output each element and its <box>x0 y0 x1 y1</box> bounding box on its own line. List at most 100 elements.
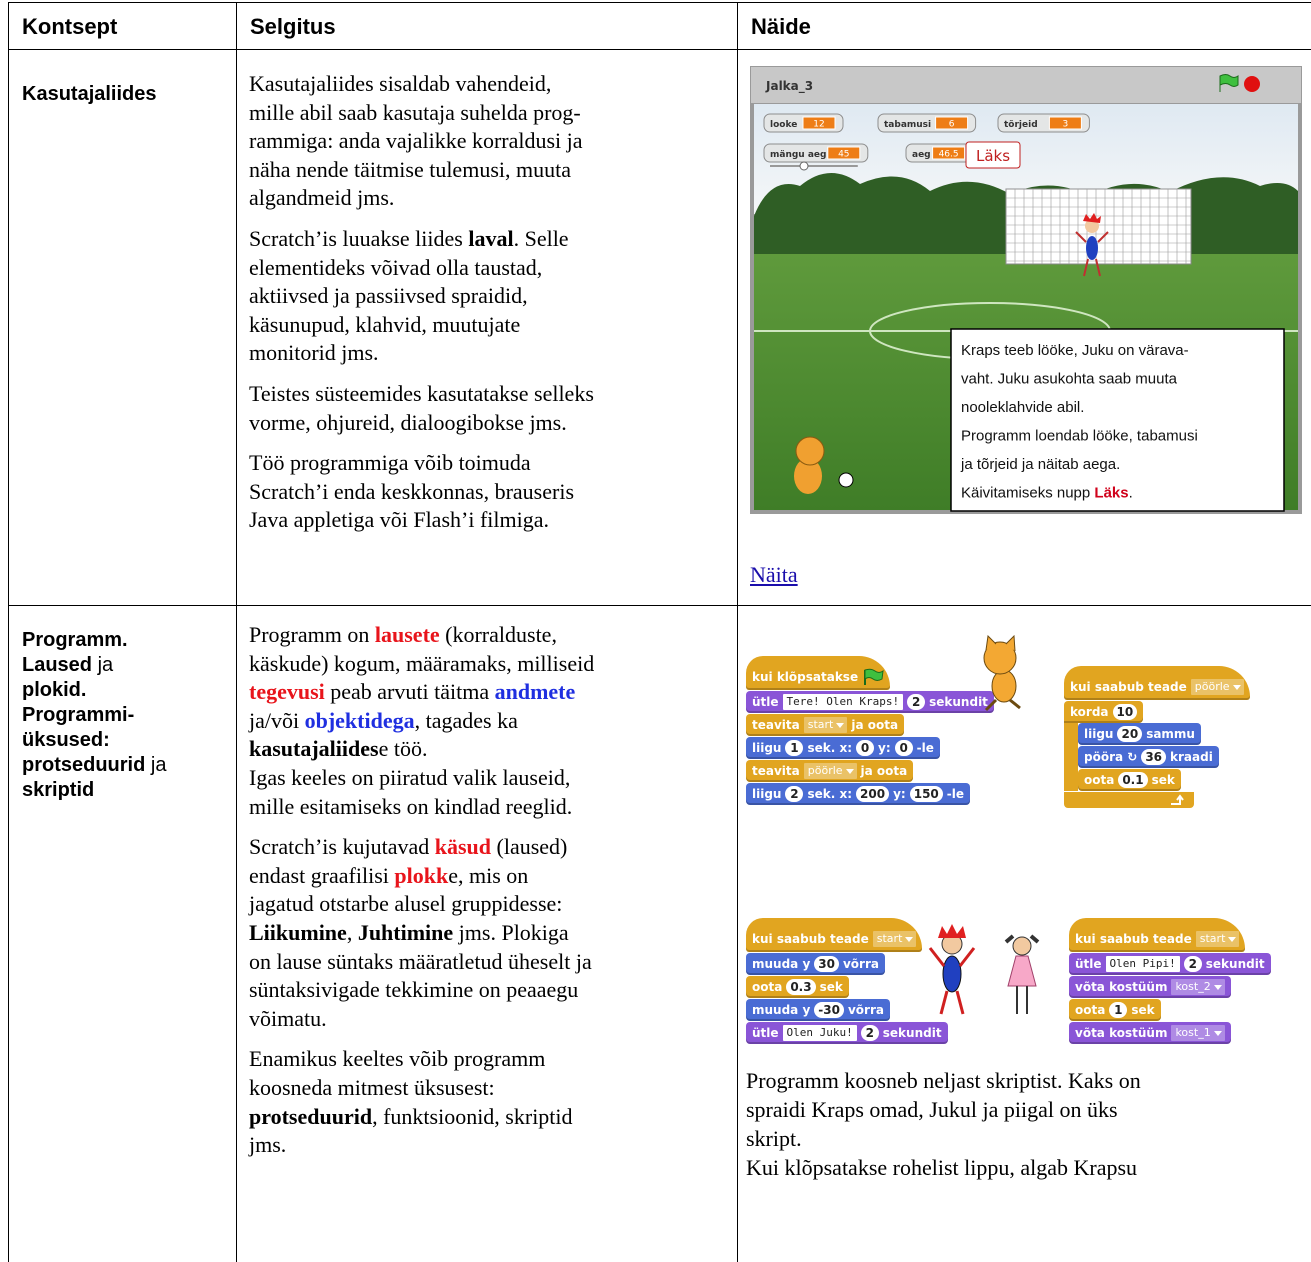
block: ütle Tere! Olen Kraps! 2 sekundit <box>746 691 994 713</box>
ball <box>838 472 854 488</box>
concept-cell: Programm. Laused ja plokid. Programmi-üksus… <box>8 605 238 1262</box>
block-label: sekundit <box>929 695 988 709</box>
pipi-head <box>1012 936 1032 956</box>
block-label: -le <box>916 741 934 755</box>
block-label: pööra ↻ <box>1084 750 1138 764</box>
text-line: Scratch’i enda keskkonnas, brauseris <box>249 478 575 504</box>
block-label: teavita <box>752 718 800 732</box>
block-input: -30 <box>814 1002 844 1018</box>
monitor-label: tabamusi <box>884 120 931 130</box>
text-line: Liikumine, Juhtimine jms. Plokiga <box>249 919 739 948</box>
monitor-value-box <box>932 146 966 160</box>
block-label: sekundit <box>882 1026 942 1040</box>
example-cell: kui klõpsatakse ütle Tere! Olen Kraps! 2 sek… <box>737 605 1311 1262</box>
text-run: Kasutajaliides <box>22 83 157 105</box>
cat-body <box>991 669 1017 703</box>
text-run: tegevusi <box>249 679 325 705</box>
block-label: liigu <box>752 787 782 801</box>
block: oota 1 sek <box>1069 999 1161 1021</box>
juku-hair <box>1083 213 1101 223</box>
block-label: võta kostüüm <box>1075 980 1168 994</box>
caption-run: Käivitamiseks nupp <box>961 485 1094 502</box>
caption-line: Programm loendab lööke, tabamusi <box>961 428 1198 445</box>
text-line: üksused: <box>22 728 238 753</box>
block-label: oota <box>1084 773 1115 787</box>
text-run: jms. Plokiga <box>453 919 569 945</box>
block-label: sek <box>1131 1003 1155 1017</box>
link[interactable]: Näita <box>750 562 798 587</box>
text-line: Programm. <box>22 628 238 653</box>
text-run: protseduurid <box>22 754 146 776</box>
text-run: e töö. <box>378 736 428 762</box>
block-label: kui saabub teade <box>1075 932 1192 946</box>
block-input: start <box>1195 931 1240 947</box>
block-label: ja oota <box>860 764 908 778</box>
stage-title: Jalka_3 <box>765 79 813 94</box>
block-input: Olen Pipi! <box>1105 956 1180 972</box>
monitor-label: aeg <box>912 150 931 160</box>
block-input: start <box>803 717 848 733</box>
loop-arrow <box>1171 794 1184 805</box>
block-input: 0.3 <box>786 979 816 995</box>
block-label: oota <box>752 980 783 994</box>
block: teavita start ja oota <box>746 714 905 736</box>
text-line: skriptid <box>22 778 238 803</box>
text-line: Kui klõpsatakse rohelist lippu, algab Kr… <box>746 1155 1138 1180</box>
text-line: kasutajaliidese töö. <box>249 735 739 764</box>
text-run: ja <box>92 654 114 676</box>
text-run: lausete <box>374 622 440 647</box>
paragraph: Scratch’is kujutavad käsud (laused) endas… <box>249 833 739 1033</box>
block: oota 0.1 sek <box>1078 769 1181 791</box>
cat-ears <box>985 634 1016 652</box>
text-run: Programm. <box>22 629 128 651</box>
monitor-label: tõrjeid <box>1004 120 1038 130</box>
text-run: e, mis on <box>448 862 529 888</box>
block-label: võrra <box>847 1003 884 1017</box>
monitor-value-box <box>935 116 969 130</box>
script: kui saabub teade start ütle Olen Pipi! 2 seku… <box>1069 918 1271 1045</box>
text-line: Scratch’is luuakse liides laval. Selle <box>249 225 739 254</box>
c-arm <box>1064 792 1194 808</box>
caption-line: Kraps teeb lööke, Juku on värava- <box>961 342 1189 359</box>
block-label: ütle <box>752 695 779 709</box>
block-label: sek <box>1151 773 1175 787</box>
text-line: vorme, ohjureid, dialoogibokse jms. <box>249 409 567 435</box>
text-line: jagatud otstarbe alusel gruppidesse: <box>249 891 563 917</box>
block: ütle Olen Pipi! 2 sekundit <box>1069 953 1271 975</box>
arrow <box>1171 794 1184 805</box>
text-run: protseduurid <box>249 1103 373 1129</box>
block-label: sek. x: <box>807 787 853 801</box>
header-cell: Selgitus <box>236 2 739 51</box>
block-label: kui saabub teade <box>1070 680 1187 694</box>
text-run: endast graafilisi <box>249 862 395 888</box>
script: kui klõpsatakse ütle Tere! Olen Kraps! 2 sek… <box>746 656 994 806</box>
text-line: algandmeid jms. <box>249 185 395 211</box>
block-input: kost_1 <box>1171 1025 1225 1041</box>
text-line: tegevusi peab arvuti täitma andmete <box>249 678 739 707</box>
monitor-label: mängu aeg <box>770 150 826 160</box>
block-label: kraadi <box>1170 750 1213 764</box>
text-run: ja <box>145 754 167 776</box>
block-input: 150 <box>909 786 943 802</box>
text-run: ja/või <box>249 707 305 733</box>
block-label: ütle <box>752 1026 779 1040</box>
text-run: Laused <box>22 654 93 676</box>
example-cell: Jalka_3 looke 12 tabamusi 6 tõrjeid 3 mängu aeg… <box>737 49 1311 607</box>
block-label: sammu <box>1146 727 1195 741</box>
text-line: mille esitamiseks on kindlad reeglid. <box>249 793 573 819</box>
hat-block: kui klõpsatakse <box>746 656 891 690</box>
flag-icon <box>864 668 884 685</box>
header-cell: Kontsept <box>8 2 238 51</box>
text-line: Teistes süsteemides kasutatakse selleks <box>249 380 594 406</box>
block-label: -le <box>946 787 965 801</box>
text-run: , funktsioonid, skriptid <box>372 1103 573 1129</box>
text-line: mille abil saab kasutaja suhelda prog- <box>249 99 581 125</box>
pipi-hair <box>1004 934 1040 944</box>
monitor-value-box <box>1048 116 1082 130</box>
block: võta kostüüm kost_2 <box>1069 976 1231 998</box>
text-line: näha nende täitmise tulemusi, muuta <box>249 156 571 182</box>
pipi-legs <box>1016 986 1028 1014</box>
stop-button <box>1244 76 1260 92</box>
monitor-value-box <box>827 146 861 160</box>
